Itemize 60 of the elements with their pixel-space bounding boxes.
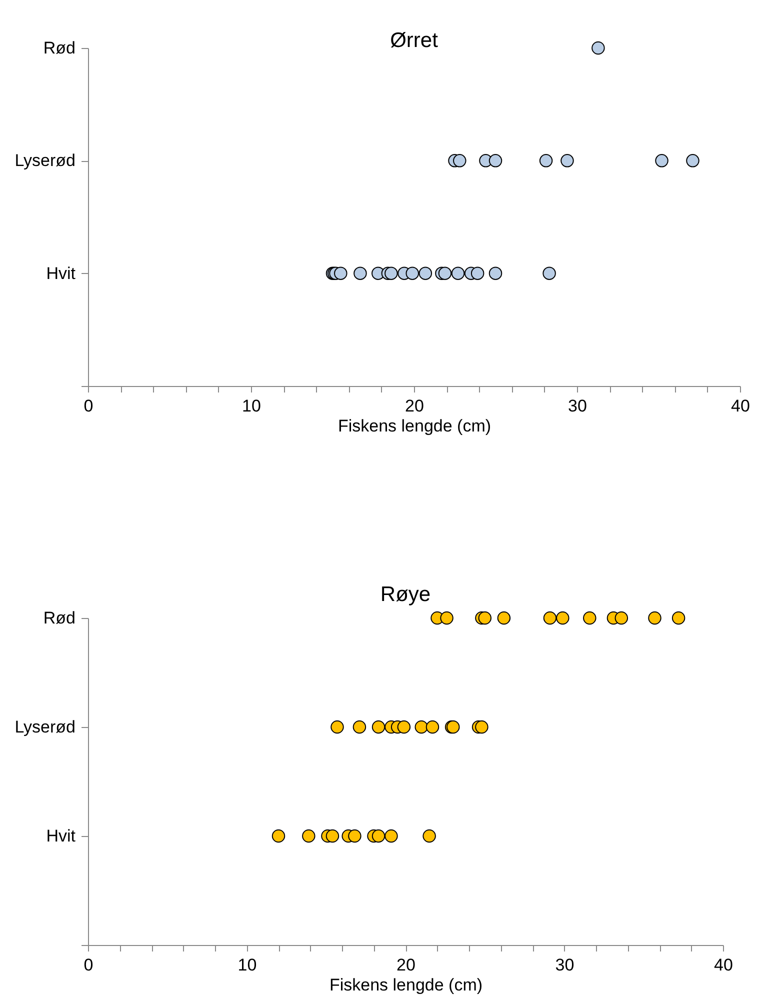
point bbox=[451, 266, 465, 280]
point bbox=[556, 611, 570, 625]
y-tick-label: Hvit bbox=[46, 826, 76, 846]
point bbox=[348, 829, 362, 843]
point bbox=[560, 154, 574, 168]
chart-title: Ørret bbox=[390, 29, 438, 52]
point bbox=[440, 611, 454, 625]
x-tick-label: 20 bbox=[396, 956, 416, 974]
y-tick-label: Lyserød bbox=[14, 151, 76, 170]
point bbox=[384, 829, 398, 843]
point bbox=[543, 611, 557, 625]
x-tick-label: 20 bbox=[405, 396, 424, 416]
y-tick-label: Lyserød bbox=[14, 718, 76, 736]
chart-title: Røye bbox=[380, 583, 431, 606]
x-tick-label: 40 bbox=[714, 956, 733, 974]
point bbox=[686, 154, 700, 168]
point bbox=[672, 611, 686, 625]
x-tick-label: 30 bbox=[568, 396, 587, 416]
point bbox=[414, 720, 428, 734]
point bbox=[418, 266, 432, 280]
point bbox=[397, 720, 411, 734]
x-tick-label: 40 bbox=[731, 396, 750, 416]
point bbox=[406, 266, 419, 280]
point bbox=[453, 154, 466, 168]
y-tick-label: Rød bbox=[43, 38, 76, 58]
x-tick-label: 30 bbox=[555, 956, 574, 974]
point bbox=[438, 266, 452, 280]
point bbox=[470, 266, 484, 280]
point bbox=[655, 154, 668, 168]
point bbox=[384, 266, 398, 280]
point bbox=[326, 829, 340, 843]
point bbox=[478, 611, 492, 625]
point bbox=[302, 829, 316, 843]
y-tick-label: Hvit bbox=[46, 264, 76, 283]
x-axis-title: Fiskens lengde (cm) bbox=[329, 976, 483, 994]
point bbox=[372, 829, 386, 843]
point bbox=[272, 829, 286, 843]
point bbox=[614, 611, 628, 625]
y-tick-label: Rød bbox=[43, 608, 76, 628]
point bbox=[426, 720, 440, 734]
point bbox=[488, 266, 502, 280]
point bbox=[372, 720, 386, 734]
point bbox=[354, 266, 367, 280]
x-tick-label: 0 bbox=[84, 956, 94, 974]
point bbox=[334, 266, 348, 280]
point bbox=[488, 154, 502, 168]
point bbox=[422, 829, 436, 843]
point bbox=[648, 611, 662, 625]
point bbox=[583, 611, 596, 625]
x-tick-label: 10 bbox=[238, 956, 257, 974]
point bbox=[475, 720, 488, 734]
point bbox=[542, 266, 556, 280]
x-axis-title: Fiskens lengde (cm) bbox=[338, 416, 492, 436]
point bbox=[592, 41, 605, 55]
point bbox=[497, 611, 511, 625]
x-tick-label: 0 bbox=[84, 396, 94, 416]
x-tick-label: 10 bbox=[242, 396, 261, 416]
point bbox=[539, 154, 553, 168]
point bbox=[352, 720, 366, 734]
point bbox=[330, 720, 344, 734]
